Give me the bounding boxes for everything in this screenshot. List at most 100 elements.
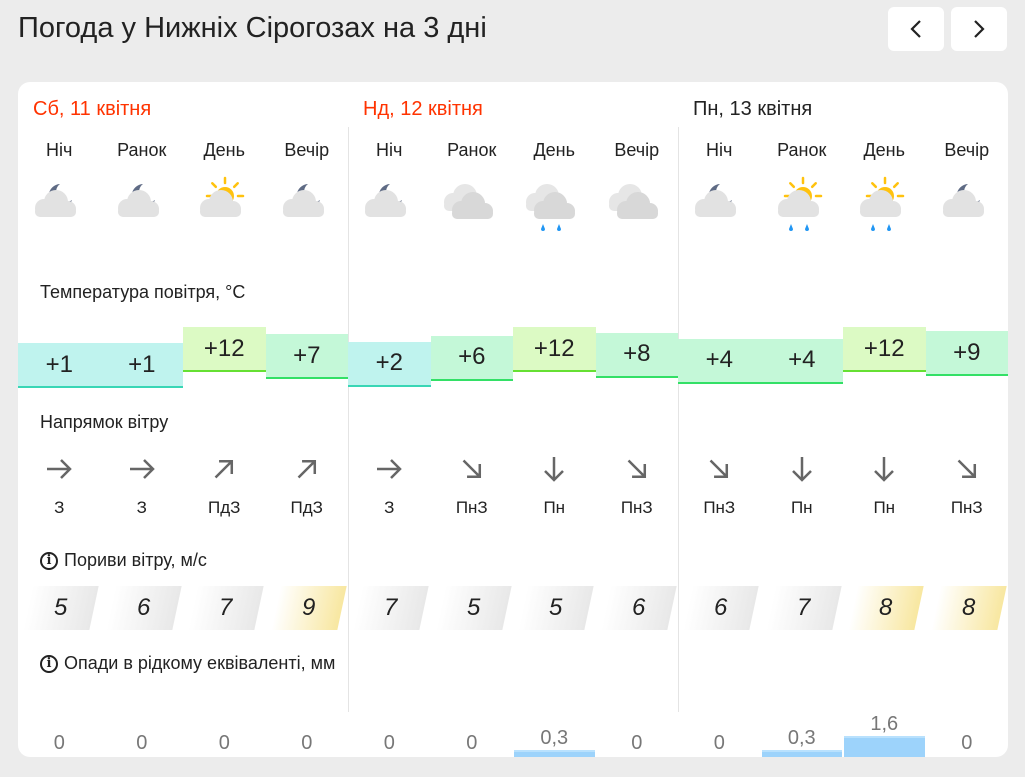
temperature-value: +12	[843, 327, 926, 373]
weather-moon-cloud-heavy-icon	[678, 174, 761, 244]
gust-number: 6	[631, 594, 646, 621]
wind-arrow-icon	[101, 454, 184, 489]
period-name: Вечір	[284, 140, 330, 160]
info-icon[interactable]: i	[40, 654, 58, 673]
gusts-label-text: Пориви вітру, м/с	[64, 550, 207, 570]
precipitation-value: 0	[218, 732, 230, 754]
temperature-label: Температура повітря, °C	[40, 282, 246, 302]
temperature-value: +1	[100, 343, 183, 388]
precipitation-value: 0	[713, 732, 725, 754]
precipitation-value: 0	[136, 732, 148, 754]
wind-arrow-icon	[926, 454, 1009, 489]
gust-number: 7	[796, 594, 811, 621]
gust-number: 5	[466, 594, 481, 621]
wind-arrow-icon	[678, 454, 761, 489]
weather-sun-cloud-icon	[183, 174, 266, 244]
wind-direction-value: Пн	[873, 498, 896, 517]
precipitation-value: 1,6	[870, 712, 899, 735]
period-name: Ранок	[447, 140, 497, 160]
gust-number: 5	[549, 594, 563, 621]
weather-sun-cloud-rain-icon	[761, 174, 844, 244]
wind-direction-value: З	[384, 498, 395, 517]
gust-value: 6	[105, 586, 182, 630]
gust-number: 7	[219, 594, 233, 621]
wind-direction-value: ПнЗ	[703, 498, 736, 517]
day-label: Нд, 12 квітня	[363, 98, 483, 120]
precipitation-value: 0	[301, 732, 313, 754]
period-name: Вечір	[944, 140, 990, 160]
weather-moon-cloud-icon	[348, 174, 431, 244]
precipitation-bar	[761, 750, 842, 757]
gust-number: 8	[961, 594, 976, 621]
wind-direction-value: ПдЗ	[290, 498, 323, 517]
weather-cloud-icon	[431, 174, 514, 244]
wind-arrow-icon	[431, 454, 514, 489]
day-label: Сб, 11 квітня	[33, 98, 152, 120]
gust-number: 5	[54, 594, 68, 621]
gust-value: 5	[23, 586, 99, 630]
gust-number: 6	[714, 594, 728, 621]
precipitation-bar	[514, 750, 595, 757]
precipitation-label-text: Опади в рідкому еквіваленті, мм	[64, 653, 336, 673]
wind-direction-value: З	[136, 498, 147, 517]
temperature-value: +8	[595, 332, 678, 378]
period-name: Ранок	[117, 140, 167, 160]
temperature-value: +4	[760, 338, 843, 384]
prev-button[interactable]	[888, 7, 944, 51]
wind-direction-label: Напрямок вітру	[40, 412, 169, 432]
day-label: Пн, 13 квітня	[693, 98, 813, 120]
precipitation-value: 0	[631, 732, 643, 754]
precipitation-label: i Опади в рідкому еквіваленті, мм	[40, 653, 335, 674]
temperature-value: +2	[348, 341, 431, 387]
precipitation-value: 0,3	[787, 727, 816, 749]
wind-direction-value: ПнЗ	[950, 498, 983, 517]
wind-arrow-icon	[596, 454, 679, 489]
gust-value: 5	[435, 586, 512, 630]
period-name: Ніч	[46, 140, 73, 160]
period-name: Вечір	[614, 140, 660, 160]
weather-cloud-rain-icon	[513, 174, 596, 244]
gust-value: 8	[848, 586, 924, 630]
weather-moon-cloud-heavy-icon	[266, 174, 349, 244]
page-title: Погода у Нижніх Сірогозах на 3 дні	[18, 12, 487, 44]
weather-moon-cloud-icon	[926, 174, 1009, 244]
info-icon[interactable]: i	[40, 551, 58, 570]
wind-arrow-icon	[513, 454, 596, 489]
gust-value: 5	[518, 586, 594, 630]
weather-moon-cloud-icon	[18, 174, 101, 244]
wind-arrow-icon	[761, 454, 844, 489]
wind-direction-value: Пн	[790, 498, 813, 517]
precipitation-value: 0	[53, 732, 65, 754]
temperature-value: +12	[183, 327, 266, 373]
temperature-value: +1	[18, 343, 101, 388]
temperature-value: +7	[265, 334, 348, 380]
wind-arrow-icon	[183, 454, 266, 489]
wind-direction-value: З	[54, 498, 65, 517]
period-name: День	[863, 140, 906, 160]
wind-direction-value: ПнЗ	[620, 498, 653, 517]
weather-sun-cloud-rain-icon	[843, 174, 926, 244]
temperature-value: +9	[925, 331, 1008, 377]
precipitation-bar	[844, 735, 925, 757]
day-separator	[678, 127, 679, 712]
weather-moon-cloud-icon	[101, 174, 184, 244]
period-name: Ніч	[376, 140, 403, 160]
wind-arrow-icon	[348, 454, 431, 489]
wind-direction-value: Пн	[543, 498, 566, 517]
period-name: Ніч	[706, 140, 733, 160]
wind-arrow-icon	[266, 454, 349, 489]
period-name: День	[203, 140, 246, 160]
next-button[interactable]	[951, 7, 1007, 51]
precipitation-value: 0	[961, 732, 973, 754]
wind-arrow-icon	[18, 454, 101, 489]
period-name: День	[533, 140, 576, 160]
weather-cloud-icon	[596, 174, 679, 244]
period-name: Ранок	[777, 140, 827, 160]
wind-direction-value: ПдЗ	[208, 498, 241, 517]
chevron-left-icon	[910, 20, 921, 38]
wind-direction-value: ПнЗ	[455, 498, 488, 517]
precipitation-value: 0	[466, 732, 478, 754]
gust-value: 8	[930, 586, 1007, 630]
temperature-value: +6	[430, 335, 513, 381]
gust-value: 7	[353, 586, 429, 630]
